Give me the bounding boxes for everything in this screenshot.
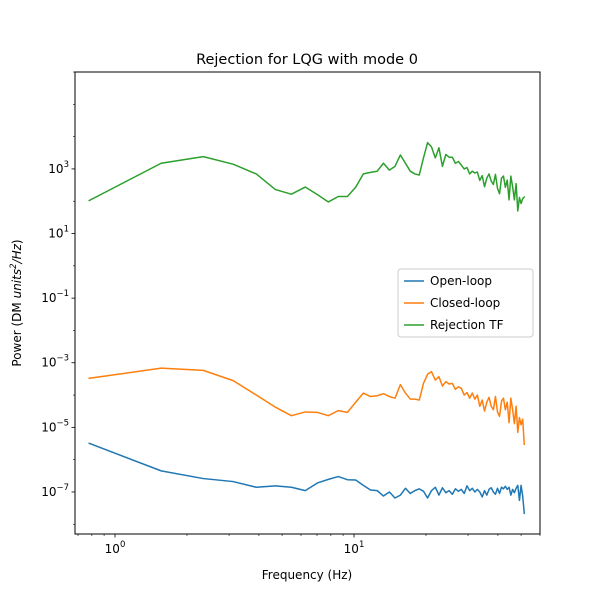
y-axis-label-suffix: ) [10, 239, 24, 244]
x-tick-label-1: 101 [344, 540, 365, 556]
y-tick-label-4: 101 [48, 225, 69, 241]
x-tick-label-0: 100 [105, 540, 126, 556]
y-tick-label-1: 10−5 [41, 418, 69, 434]
y-axis-label-unit: units [10, 269, 24, 299]
plot-lines [88, 141, 526, 515]
legend: Open-loop Closed-loop Rejection TF [397, 268, 534, 338]
legend-label-2: Rejection TF [430, 318, 504, 332]
y-tick-label-0: 10−7 [41, 483, 69, 499]
y-tick-label-3: 10−1 [41, 289, 69, 305]
y-axis: 10−7 10−5 10−3 10−1 101 103 [41, 71, 75, 525]
x-axis-label: Frequency (Hz) [262, 568, 353, 582]
chart-title: Rejection for LQG with mode 0 [196, 52, 418, 68]
y-axis-label-unit-exp: 2 [9, 263, 19, 268]
x-axis: 100 101 [77, 534, 541, 556]
series-line-2 [88, 141, 526, 212]
y-tick-label-2: 10−3 [41, 354, 69, 370]
y-axis-label: Power (DM units2/Hz) [9, 239, 24, 366]
legend-label-1: Closed-loop [430, 296, 500, 310]
series-line-0 [88, 442, 526, 515]
series-line-1 [88, 367, 526, 446]
y-axis-label-prefix: Power (DM [10, 298, 24, 366]
legend-box [397, 268, 534, 338]
plot-area-frame [74, 71, 541, 535]
legend-label-0: Open-loop [430, 274, 492, 288]
y-axis-label-unit-tail: /Hz [10, 243, 24, 264]
y-tick-label-5: 103 [48, 160, 69, 176]
